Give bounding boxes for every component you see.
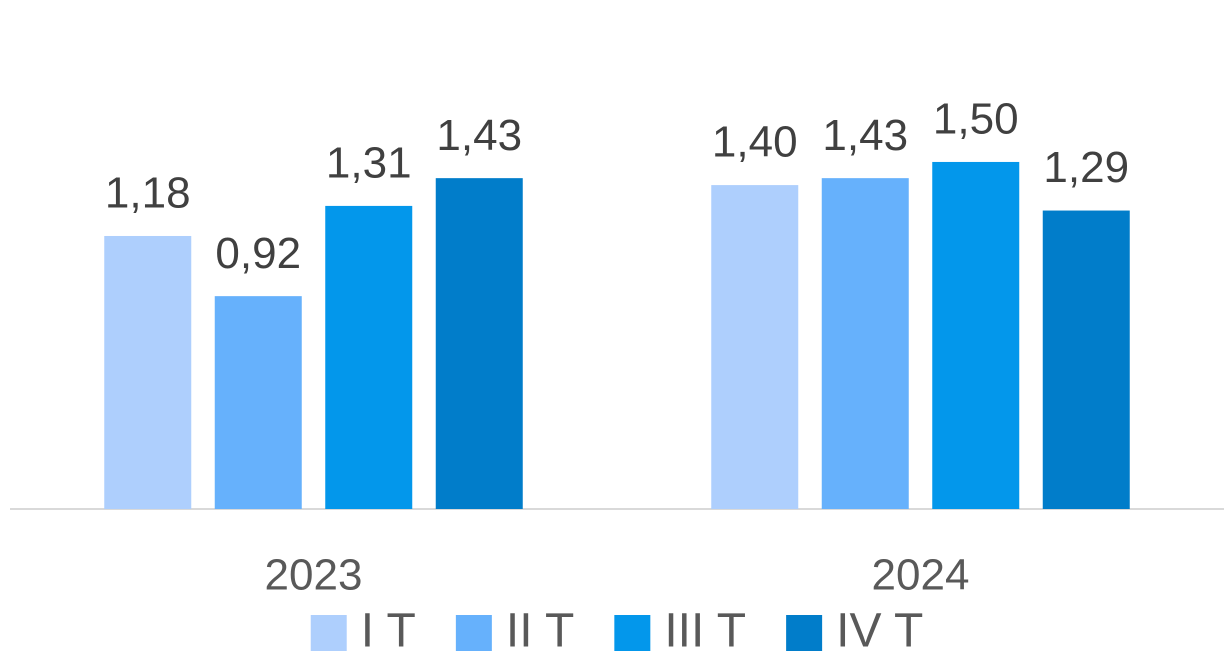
x-tick-label: 2024 (872, 551, 970, 600)
legend-label: III T (664, 605, 746, 657)
value-label: 1,40 (712, 118, 798, 167)
legend-label: I T (361, 605, 416, 657)
value-label: 0,92 (215, 229, 301, 278)
bar (214, 296, 302, 509)
bar (711, 185, 799, 509)
legend-swatch (455, 615, 492, 651)
bar (1042, 210, 1130, 510)
legend-swatch (614, 615, 651, 651)
value-label: 1,29 (1043, 143, 1129, 192)
bar (325, 205, 413, 509)
legend-label: IV T (836, 605, 923, 657)
legend-swatch (786, 615, 823, 651)
value-label: 1,31 (326, 139, 412, 188)
x-tick-label: 2023 (265, 551, 363, 600)
value-label: 1,43 (436, 111, 522, 160)
legend-label: II T (506, 605, 574, 657)
bar (821, 178, 909, 509)
bar (932, 161, 1020, 510)
value-label: 1,18 (105, 169, 191, 218)
value-label: 1,43 (822, 111, 908, 160)
value-label: 1,50 (933, 95, 1019, 144)
bar (435, 178, 523, 509)
legend-swatch (310, 615, 347, 651)
bar (104, 235, 192, 509)
